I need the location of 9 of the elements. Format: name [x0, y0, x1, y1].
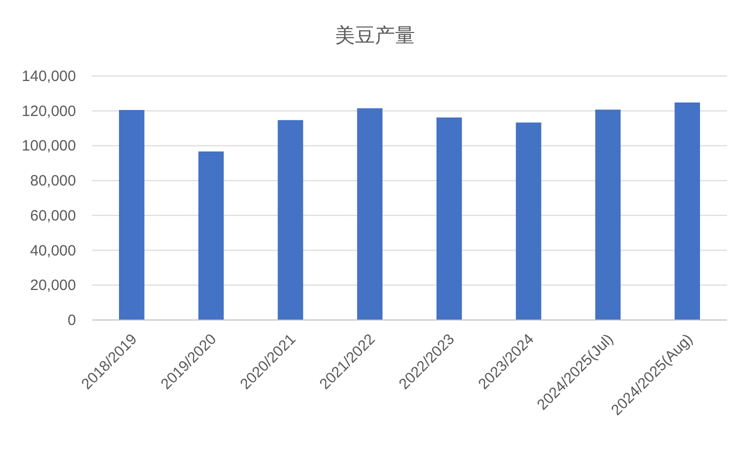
- y-tick-label: 140,000: [22, 68, 76, 85]
- y-tick-label: 40,000: [30, 242, 76, 260]
- y-tick-label: 20,000: [30, 277, 76, 294]
- y-tick-label: 120,000: [22, 102, 76, 120]
- y-tick-label: 60,000: [30, 207, 76, 224]
- y-tick-label: 0: [68, 312, 76, 329]
- y-tick-label: 80,000: [30, 172, 76, 190]
- y-tick-label: 100,000: [22, 138, 76, 155]
- title: 美豆产量: [335, 25, 415, 47]
